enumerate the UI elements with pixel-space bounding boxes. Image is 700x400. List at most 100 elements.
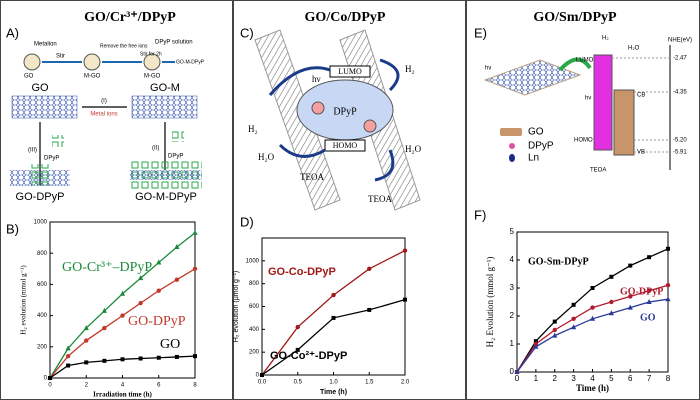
marker: [83, 325, 89, 331]
panel-title: GO/Co/DPyP: [305, 10, 386, 25]
series-label: GO-Cr³⁺–DPyP: [62, 260, 152, 275]
label: LUMO: [338, 67, 362, 76]
marker: [590, 286, 595, 290]
marker: [260, 373, 264, 377]
x-tick-label: 0: [515, 374, 520, 383]
marker: [156, 288, 161, 293]
label: GO-M: [150, 82, 180, 94]
y-tick-label: 2: [510, 311, 515, 320]
series-label: GO-Co-DPyP: [268, 266, 336, 278]
marker: [156, 355, 161, 360]
marker: [331, 292, 336, 298]
label: GO: [24, 74, 34, 80]
marker: [174, 243, 180, 249]
label: GO-DPyP: [16, 191, 65, 203]
y-tick-label: 1000: [34, 220, 48, 226]
label: M-GO: [84, 74, 101, 80]
marker: [590, 305, 595, 310]
marker: [48, 376, 52, 380]
label: H₂O: [258, 152, 275, 162]
marker: [646, 299, 652, 304]
marker: [192, 229, 198, 235]
marker: [571, 302, 576, 307]
y-tick-label: 600: [249, 304, 260, 310]
label: CB: [637, 93, 645, 99]
marker: [402, 248, 408, 253]
series-label: GO-Sm-DPyP: [528, 256, 589, 267]
x-tick-label: 0.5: [294, 380, 303, 386]
label: Metal ions: [90, 112, 117, 118]
series-line: [261, 299, 406, 376]
label: GO: [528, 127, 544, 138]
label: GO-M-DPyP: [176, 59, 205, 65]
label: (I): [101, 99, 107, 105]
label: -2.47: [673, 56, 687, 62]
marker: [119, 290, 126, 296]
marker: [120, 357, 125, 362]
panel-a-diagram: A) GO/Cr³⁺/DPyP Metalion Stir Remove the…: [6, 10, 205, 203]
marker: [367, 307, 372, 312]
marker: [138, 356, 143, 361]
label: H₂: [405, 64, 415, 74]
label: Stir for 2h: [140, 51, 162, 57]
x-tick-label: 1.0: [329, 380, 338, 386]
panel-letter: C): [240, 25, 254, 40]
marker: [174, 277, 180, 282]
y-tick-label: 200: [249, 350, 260, 356]
marker: [156, 259, 162, 265]
y-tick-label: 0: [256, 373, 260, 379]
y-axis-label: H₂ evolution (μmol g⁻¹): [233, 271, 240, 343]
label: -4.35: [673, 90, 687, 96]
x-tick-label: 2: [553, 374, 558, 383]
x-tick-label: 1.5: [365, 380, 374, 386]
y-tick-label: 200: [37, 344, 48, 350]
marker: [120, 313, 125, 318]
marker: [628, 294, 633, 299]
x-tick-label: 6: [157, 383, 161, 389]
marker: [65, 345, 71, 351]
marker: [628, 263, 633, 268]
marker: [552, 332, 558, 338]
label: DPyP: [333, 106, 357, 117]
plot-frame: [49, 221, 196, 379]
y-tick-label: 5: [510, 227, 515, 236]
y-tick-label: 600: [37, 282, 48, 288]
marker: [193, 354, 197, 359]
marker: [608, 310, 614, 316]
panel-c-diagram: C) GO/Co/DPyP hν LUMO HOMO DPyP H₂ H₂O H…: [240, 10, 422, 211]
y-tick-label: 1000: [246, 258, 260, 264]
marker: [514, 369, 520, 374]
x-tick-label: 4: [590, 374, 595, 383]
label: NHE(eV): [668, 38, 692, 44]
marker: [138, 300, 143, 306]
x-tick-label: 8: [193, 383, 197, 389]
plot-frame: [516, 231, 669, 373]
label: -5.91: [673, 150, 687, 156]
series-line: [49, 232, 196, 379]
y-tick-label: 800: [249, 281, 260, 287]
marker: [571, 316, 576, 321]
marker: [331, 315, 336, 320]
x-tick-label: 0.0: [258, 380, 267, 386]
label: DPyP solution: [155, 40, 193, 46]
label: TEOA: [300, 172, 324, 182]
label: DPyP: [528, 141, 554, 152]
panel-e-diagram: E) GO/Sm/DPyP NHE(eV) -2.47 -4.35 -5.20 …: [474, 10, 692, 173]
label: Remove the free ions: [100, 43, 148, 49]
x-tick-label: 2.0: [401, 380, 410, 386]
marker: [84, 338, 89, 343]
label: TEOA: [590, 168, 606, 174]
marker: [571, 324, 577, 330]
panel-letter: A): [6, 25, 19, 40]
marker: [609, 274, 614, 279]
label: Ln: [528, 153, 539, 164]
y-axis-label: H₂ evolution (mmol g⁻¹): [20, 265, 28, 335]
y-tick-label: 0: [510, 367, 515, 376]
label: -5.20: [673, 138, 687, 144]
marker: [552, 327, 557, 333]
marker: [66, 363, 71, 368]
series-line: [516, 298, 669, 373]
marker: [174, 354, 179, 359]
series-label: GO: [160, 337, 180, 352]
